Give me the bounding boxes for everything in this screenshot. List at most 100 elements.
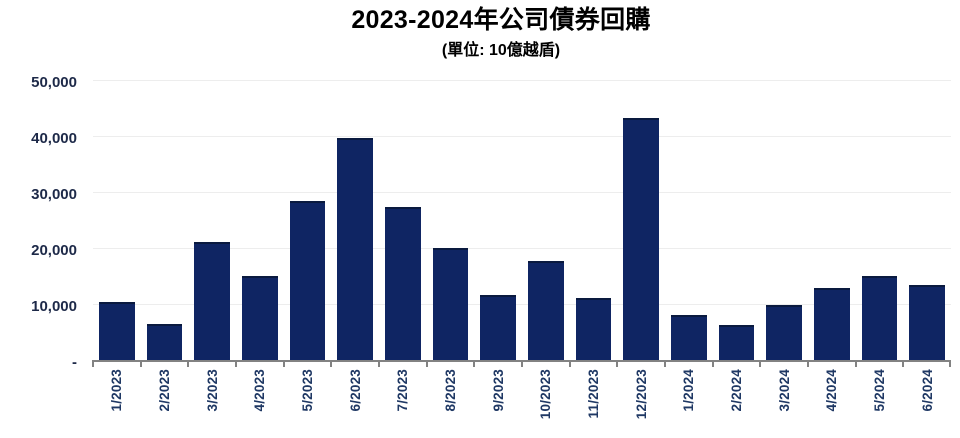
axis-tick (282, 360, 285, 367)
x-tick-label: 1/2023 (109, 369, 125, 412)
x-label-cell: 3/2023 (188, 369, 236, 435)
bar (432, 248, 469, 360)
x-tick-label: 9/2023 (490, 369, 506, 412)
chart-subtitle: (單位: 10億越盾) (441, 41, 561, 59)
axis-tick (807, 360, 809, 367)
bar-cell (474, 80, 522, 360)
axis-tick (663, 360, 666, 367)
bar-cell (760, 80, 808, 360)
axis-tick (616, 360, 619, 367)
y-tick-label: - (72, 354, 77, 371)
x-tick-label: 6/2024 (919, 369, 935, 412)
x-axis-labels: 1/2023 2/2023 3/2023 4/2023 5/2023 6/2023 7/20… (93, 369, 951, 435)
bar-series (93, 80, 951, 360)
bar (671, 314, 707, 360)
axis-tick (949, 360, 951, 367)
x-tick-label: 12/2023 (633, 369, 649, 420)
x-label-cell: 8/2023 (427, 369, 475, 435)
axis-tick (521, 360, 523, 367)
bar-cell (188, 80, 236, 360)
chart-header: 2023-2024年公司債券回購 (單位: 10億越盾) (45, 6, 957, 60)
bar-cell (93, 80, 141, 360)
x-tick-label: 7/2023 (395, 369, 411, 412)
bar (766, 305, 803, 360)
x-label-cell: 12/2023 (617, 369, 665, 435)
x-label-cell: 2/2023 (141, 369, 189, 435)
x-label-cell: 9/2023 (474, 369, 522, 435)
bar (861, 276, 898, 360)
axis-tick (187, 360, 190, 367)
axis-tick (711, 360, 714, 367)
x-label-cell: 4/2024 (808, 369, 856, 435)
x-tick-label: 4/2024 (824, 369, 840, 412)
x-tick-label: 1/2024 (681, 369, 697, 412)
gridline (93, 135, 951, 137)
bar (528, 261, 564, 360)
y-tick-label: 30,000 (31, 186, 77, 203)
bar (909, 284, 946, 360)
bar-cell (856, 80, 904, 360)
bar (337, 137, 374, 360)
bar-cell (617, 80, 665, 360)
x-label-cell: 3/2024 (760, 369, 808, 435)
x-tick-label: 3/2023 (204, 369, 220, 412)
x-label-cell: 6/2023 (331, 369, 379, 435)
bar (146, 323, 183, 360)
y-tick-label: 10,000 (31, 298, 77, 315)
y-axis-labels: - 10,000 20,000 30,000 40,000 50,000 (0, 74, 77, 371)
bar-cell (903, 80, 951, 360)
bar (384, 206, 421, 360)
x-label-cell: 6/2024 (903, 369, 951, 435)
axis-tick (902, 360, 905, 367)
bar-cell (522, 80, 570, 360)
bar (575, 297, 612, 360)
axis-tick (568, 360, 571, 367)
x-tick-label: 6/2023 (347, 369, 363, 412)
x-tick-label: 5/2023 (300, 369, 316, 412)
x-label-cell: 2/2024 (713, 369, 761, 435)
bar-cell (713, 80, 761, 360)
x-tick-label: 2/2024 (729, 369, 745, 412)
axis-tick (854, 360, 857, 367)
bar-cell (808, 80, 856, 360)
axis-tick (377, 360, 380, 367)
bar (480, 295, 517, 360)
axis-tick (759, 360, 762, 367)
axis-tick (473, 360, 476, 367)
gridline (93, 191, 951, 193)
axis-tick (234, 360, 237, 367)
x-tick-label: 3/2024 (776, 369, 792, 412)
x-tick-label: 11/2023 (586, 369, 602, 419)
x-tick-label: 4/2023 (252, 369, 268, 412)
bar-cell (236, 80, 284, 360)
bar (289, 200, 326, 360)
x-label-cell: 1/2023 (93, 369, 141, 435)
y-tick-label: 50,000 (31, 74, 77, 91)
x-label-cell: 10/2023 (522, 369, 570, 435)
x-label-cell: 11/2023 (570, 369, 618, 435)
x-tick-label: 2/2023 (157, 369, 172, 412)
bar (718, 324, 755, 360)
gridline (93, 247, 951, 249)
x-tick-label: 10/2023 (538, 369, 554, 420)
axis-tick (92, 360, 94, 367)
x-label-cell: 4/2023 (236, 369, 284, 435)
chart-title: 2023-2024年公司債券回購 (351, 6, 651, 34)
bar-cell (331, 80, 379, 360)
x-label-cell: 7/2023 (379, 369, 427, 435)
bar (814, 287, 850, 360)
axis-tick (425, 360, 428, 367)
axis-tick (139, 360, 142, 367)
bar (241, 276, 278, 360)
x-label-cell: 5/2024 (856, 369, 904, 435)
x-label-cell: 5/2023 (284, 369, 332, 435)
axis-tick (330, 360, 333, 367)
x-tick-label: 5/2024 (872, 369, 888, 412)
bar-cell (379, 80, 427, 360)
gridline (93, 303, 951, 305)
gridline (93, 79, 951, 81)
y-tick-label: 20,000 (31, 242, 77, 259)
bar-cell (665, 80, 713, 360)
x-tick-label: 8/2023 (443, 369, 459, 412)
